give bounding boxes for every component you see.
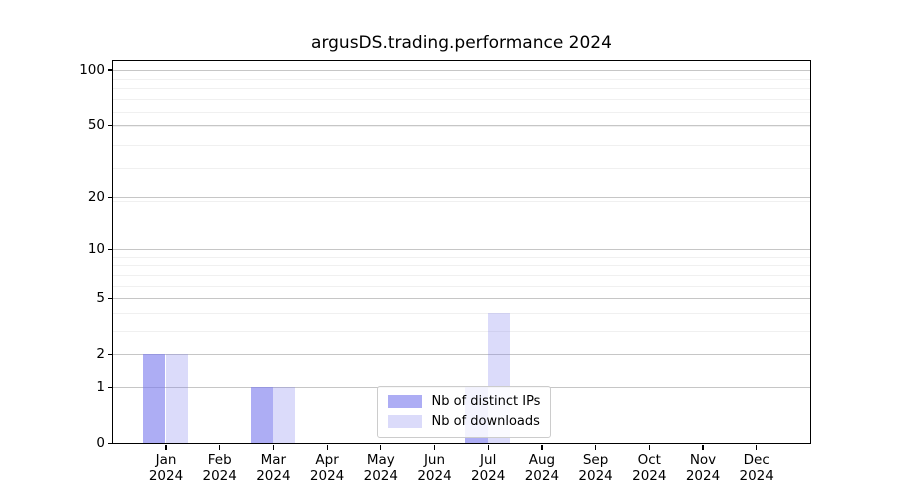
minor-gridline [112,126,810,128]
x-tick-label: Jul 2024 [471,452,506,484]
major-gridline [112,69,810,71]
y-tick-label: 5 [96,290,105,307]
bar-jan-distinct-ips [143,354,166,443]
minor-gridline [112,312,810,314]
x-tick-label: Nov 2024 [685,452,721,484]
x-tick-mark [648,445,650,450]
y-tick-label: 100 [79,61,105,78]
y-tick-mark [107,124,112,127]
x-tick-label: Oct 2024 [632,452,667,484]
x-tick-label: Apr 2024 [309,452,345,484]
x-tick-mark [595,445,597,450]
legend-label-downloads: Nb of downloads [431,413,540,429]
x-tick-mark [487,445,489,450]
legend: Nb of distinct IPs Nb of downloads [376,385,552,438]
y-tick-label: 20 [87,188,105,205]
bar-mar-distinct-ips [250,386,273,443]
y-tick-mark [107,69,112,71]
x-tick-label: Feb 2024 [202,452,237,484]
plot-area: Nb of distinct IPs Nb of downloads [111,60,811,444]
minor-gridline [112,285,810,287]
minor-gridline [112,111,810,113]
x-tick-mark [702,445,704,450]
y-tick-label: 50 [87,116,105,133]
minor-gridline [112,99,810,101]
legend-label-distinct-ips: Nb of distinct IPs [431,393,541,409]
x-tick-label: Jan 2024 [148,452,184,484]
major-gridline [112,298,810,300]
legend-item-distinct-ips: Nb of distinct IPs [387,393,541,410]
x-tick-mark [165,445,167,450]
major-gridline [112,124,810,126]
y-tick-mark [107,248,112,251]
x-tick-label: Sep 2024 [578,452,613,484]
minor-gridline [112,70,810,72]
x-tick-label: Dec 2024 [739,452,774,484]
minor-gridline [112,256,810,258]
y-tick-mark [107,196,112,198]
y-tick-mark [107,297,112,300]
major-gridline [112,248,810,250]
y-tick-label: 10 [87,240,105,257]
y-tick-mark [107,354,112,356]
x-tick-mark [541,445,543,450]
x-tick-mark [326,445,328,450]
y-tick-mark [107,386,112,389]
minor-gridline [112,78,810,80]
legend-swatch-downloads [387,415,422,428]
minor-gridline [112,265,810,267]
minor-gridline [112,274,810,276]
x-tick-mark [433,445,436,450]
x-tick-mark [272,445,275,450]
major-gridline [112,196,810,198]
x-tick-label: Mar 2024 [256,452,291,484]
y-tick-label: 1 [96,378,105,395]
chart-title: argusDS.trading.performance 2024 [311,33,612,53]
bar-mar-downloads [272,386,296,443]
x-tick-label: Aug 2024 [524,452,560,484]
x-tick-mark [756,445,758,450]
minor-gridline [112,167,810,169]
x-tick-mark [380,445,382,450]
minor-gridline [112,200,810,202]
x-tick-label: Jun 2024 [417,452,452,484]
y-tick-mark [107,442,112,445]
y-tick-label: 2 [96,346,105,363]
x-tick-mark [219,445,221,450]
x-tick-label: May 2024 [363,452,398,484]
minor-gridline [112,330,810,332]
legend-swatch-distinct-ips [387,395,422,408]
minor-gridline [112,144,810,146]
minor-gridline [112,88,810,90]
major-gridline [112,354,810,356]
y-tick-label: 0 [96,435,105,451]
bar-jan-downloads [165,354,188,443]
legend-item-downloads: Nb of downloads [387,413,541,430]
